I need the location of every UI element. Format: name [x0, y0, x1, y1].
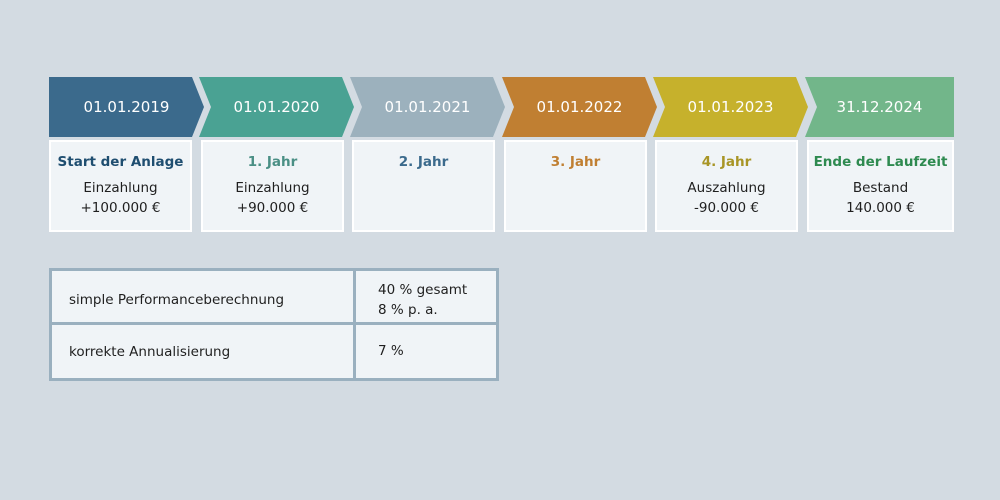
date-label: 01.01.2023	[687, 98, 774, 116]
date-label: 01.01.2020	[233, 98, 320, 116]
period-line: +100.000 €	[80, 200, 161, 216]
period-line: Einzahlung	[235, 180, 310, 196]
arrow-fill	[49, 77, 204, 137]
arrow-shape	[350, 77, 505, 137]
period-line: +90.000 €	[236, 200, 309, 216]
value-line: 40 % gesamt	[378, 282, 468, 298]
arrow-shape	[653, 77, 808, 137]
period-box-2023: 4. Jahr Auszahlung -90.000 €	[655, 140, 798, 232]
date-label: 01.01.2019	[83, 98, 170, 116]
arrow-shape	[805, 77, 954, 137]
date-label: 31.12.2024	[836, 98, 923, 116]
performance-table: simple Performanceberechnung 40 % gesamt…	[49, 268, 499, 381]
date-arrow-2019: 01.01.2019	[49, 77, 204, 137]
arrow-fill	[350, 77, 505, 137]
period-box-2019: Start der Anlage Einzahlung +100.000 €	[49, 140, 192, 232]
arrow-fill	[502, 77, 657, 137]
period-line: Auszahlung	[687, 180, 766, 196]
date-arrow-2023: 01.01.2023	[653, 77, 808, 137]
arrow-shape	[199, 77, 354, 137]
arrow-fill	[199, 77, 354, 137]
row-label: simple Performanceberechnung	[69, 292, 285, 308]
period-line: 140.000 €	[846, 200, 915, 216]
arrow-shape	[49, 77, 204, 137]
table-row: simple Performanceberechnung 40 % gesamt…	[52, 271, 496, 325]
period-heading: 3. Jahr	[550, 154, 601, 170]
period-heading: Ende der Laufzeit	[813, 154, 948, 170]
period-box-2022: 3. Jahr	[504, 140, 647, 232]
table-row: korrekte Annualisierung 7 %	[52, 325, 496, 378]
period-box-2020: 1. Jahr Einzahlung +90.000 €	[201, 140, 344, 232]
row-label: korrekte Annualisierung	[69, 344, 231, 360]
period-box-2021: 2. Jahr	[352, 140, 495, 232]
date-label: 01.01.2021	[384, 98, 471, 116]
row-value: 7 %	[378, 341, 404, 361]
period-heading: 2. Jahr	[398, 154, 449, 170]
value-line: 8 % p. a.	[378, 302, 438, 318]
period-heading: Start der Anlage	[57, 154, 184, 170]
date-arrow-2022: 01.01.2022	[502, 77, 657, 137]
arrow-fill	[805, 77, 954, 137]
timeline: 01.01.2019 01.01.2020 01.01.2021 01.01.2…	[49, 77, 954, 235]
value-line: 7 %	[378, 343, 404, 359]
period-heading: 4. Jahr	[701, 154, 752, 170]
date-arrow-2020: 01.01.2020	[199, 77, 354, 137]
period-heading: 1. Jahr	[247, 154, 298, 170]
period-line: Einzahlung	[83, 180, 158, 196]
arrow-fill	[653, 77, 808, 137]
row-value: 40 % gesamt 8 % p. a.	[378, 280, 467, 320]
arrow-shape	[502, 77, 657, 137]
period-line: -90.000 €	[694, 200, 759, 216]
period-box-2024: Ende der Laufzeit Bestand 140.000 €	[807, 140, 954, 232]
date-arrow-2024: 31.12.2024	[805, 77, 954, 137]
date-label: 01.01.2022	[536, 98, 623, 116]
period-line: Bestand	[852, 180, 909, 196]
date-arrow-2021: 01.01.2021	[350, 77, 505, 137]
